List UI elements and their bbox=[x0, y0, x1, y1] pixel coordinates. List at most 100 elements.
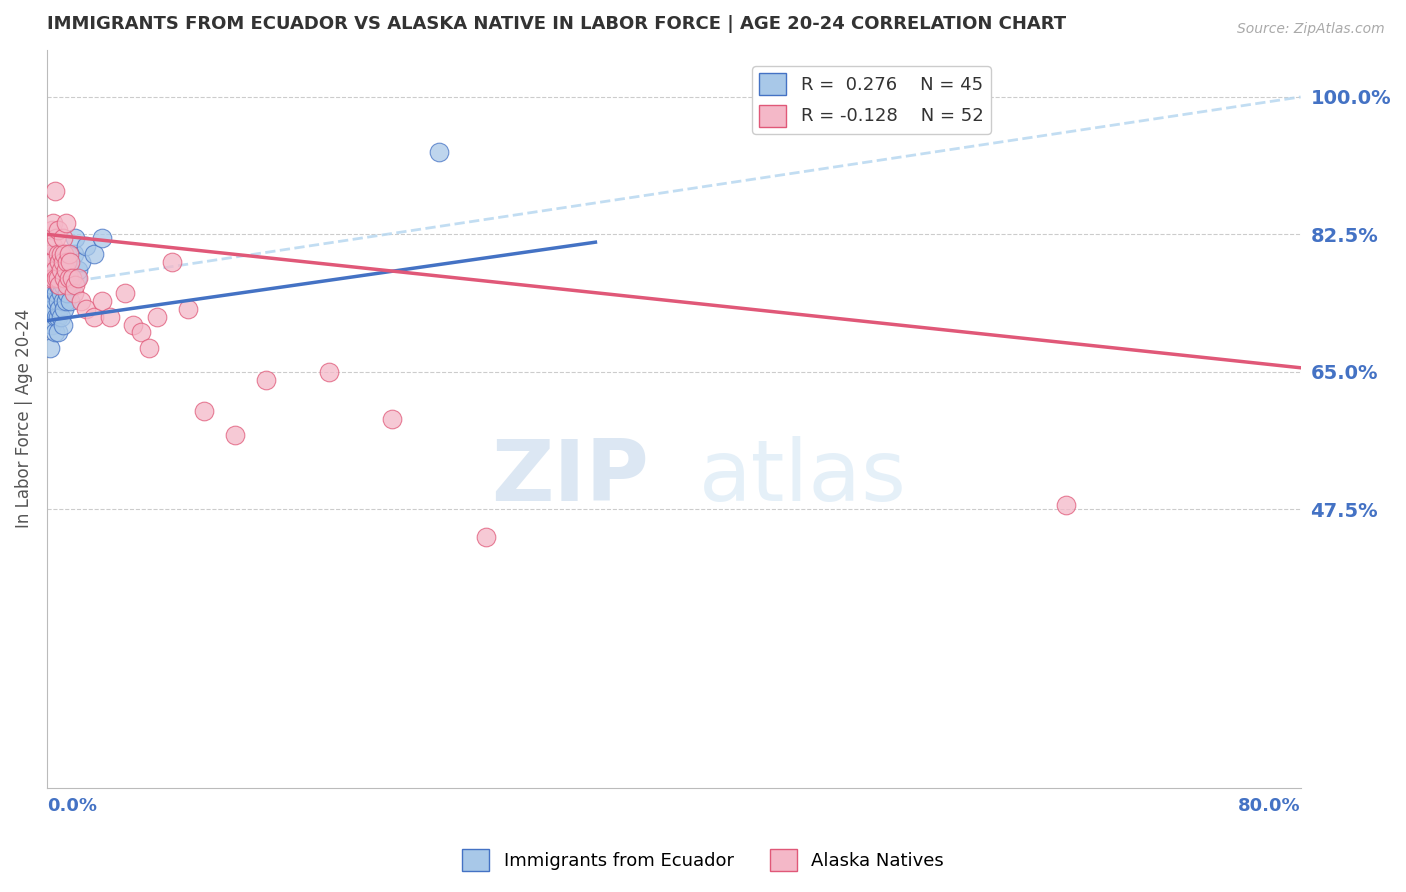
Point bbox=[53, 301, 76, 316]
Point bbox=[58, 270, 80, 285]
Point bbox=[53, 247, 76, 261]
Point bbox=[48, 254, 70, 268]
Text: Source: ZipAtlas.com: Source: ZipAtlas.com bbox=[1237, 22, 1385, 37]
Point bbox=[49, 286, 72, 301]
Point bbox=[59, 254, 82, 268]
Point bbox=[63, 278, 86, 293]
Point bbox=[53, 270, 76, 285]
Point bbox=[53, 270, 76, 285]
Point bbox=[75, 301, 97, 316]
Point bbox=[1054, 498, 1077, 512]
Point bbox=[44, 247, 66, 261]
Point bbox=[254, 373, 277, 387]
Text: 80.0%: 80.0% bbox=[1239, 797, 1301, 815]
Point bbox=[114, 286, 136, 301]
Point bbox=[145, 310, 167, 324]
Point bbox=[48, 254, 70, 268]
Point bbox=[56, 286, 79, 301]
Point bbox=[56, 247, 79, 261]
Point bbox=[42, 278, 65, 293]
Point bbox=[48, 278, 70, 293]
Point bbox=[42, 270, 65, 285]
Point bbox=[51, 231, 73, 245]
Point bbox=[39, 247, 62, 261]
Point bbox=[49, 270, 72, 285]
Point bbox=[63, 231, 86, 245]
Point bbox=[67, 270, 90, 285]
Point bbox=[49, 262, 72, 277]
Point bbox=[37, 301, 59, 316]
Point bbox=[49, 310, 72, 324]
Point bbox=[474, 530, 496, 544]
Point bbox=[41, 223, 63, 237]
Point bbox=[44, 184, 66, 198]
Point bbox=[224, 427, 246, 442]
Point bbox=[59, 262, 82, 277]
Point bbox=[44, 326, 66, 340]
Point bbox=[46, 310, 69, 324]
Point bbox=[75, 239, 97, 253]
Point bbox=[46, 223, 69, 237]
Point bbox=[56, 278, 79, 293]
Point bbox=[55, 254, 77, 268]
Point bbox=[62, 247, 84, 261]
Point bbox=[129, 326, 152, 340]
Point bbox=[122, 318, 145, 332]
Legend: R =  0.276    N = 45, R = -0.128    N = 52: R = 0.276 N = 45, R = -0.128 N = 52 bbox=[752, 66, 991, 134]
Point bbox=[90, 294, 112, 309]
Point bbox=[46, 326, 69, 340]
Point bbox=[45, 286, 67, 301]
Point bbox=[48, 278, 70, 293]
Text: atlas: atlas bbox=[699, 436, 907, 519]
Point bbox=[44, 262, 66, 277]
Point bbox=[67, 262, 90, 277]
Point bbox=[42, 215, 65, 229]
Point bbox=[51, 294, 73, 309]
Point bbox=[427, 145, 450, 159]
Point bbox=[162, 254, 184, 268]
Point bbox=[45, 231, 67, 245]
Point bbox=[51, 318, 73, 332]
Point bbox=[46, 247, 69, 261]
Point bbox=[62, 286, 84, 301]
Point bbox=[48, 301, 70, 316]
Point bbox=[49, 247, 72, 261]
Point bbox=[55, 294, 77, 309]
Point bbox=[60, 270, 83, 285]
Point bbox=[45, 270, 67, 285]
Y-axis label: In Labor Force | Age 20-24: In Labor Force | Age 20-24 bbox=[15, 310, 32, 528]
Point bbox=[45, 262, 67, 277]
Point bbox=[46, 270, 69, 285]
Point bbox=[58, 247, 80, 261]
Point bbox=[44, 294, 66, 309]
Point bbox=[83, 247, 105, 261]
Text: IMMIGRANTS FROM ECUADOR VS ALASKA NATIVE IN LABOR FORCE | AGE 20-24 CORRELATION : IMMIGRANTS FROM ECUADOR VS ALASKA NATIVE… bbox=[46, 15, 1066, 33]
Point bbox=[46, 278, 69, 293]
Point bbox=[59, 294, 82, 309]
Point bbox=[45, 310, 67, 324]
Point bbox=[138, 341, 160, 355]
Point bbox=[51, 278, 73, 293]
Point bbox=[70, 254, 93, 268]
Text: ZIP: ZIP bbox=[491, 436, 648, 519]
Point bbox=[51, 254, 73, 268]
Point bbox=[41, 286, 63, 301]
Point bbox=[39, 341, 62, 355]
Point bbox=[66, 270, 89, 285]
Point bbox=[58, 278, 80, 293]
Point bbox=[56, 254, 79, 268]
Point bbox=[37, 270, 59, 285]
Point bbox=[177, 301, 200, 316]
Text: 0.0%: 0.0% bbox=[46, 797, 97, 815]
Point bbox=[318, 365, 340, 379]
Point bbox=[55, 215, 77, 229]
Point bbox=[55, 262, 77, 277]
Point bbox=[46, 294, 69, 309]
Point bbox=[42, 301, 65, 316]
Point bbox=[41, 318, 63, 332]
Point bbox=[60, 278, 83, 293]
Point bbox=[83, 310, 105, 324]
Point bbox=[381, 412, 404, 426]
Point bbox=[41, 254, 63, 268]
Point bbox=[90, 231, 112, 245]
